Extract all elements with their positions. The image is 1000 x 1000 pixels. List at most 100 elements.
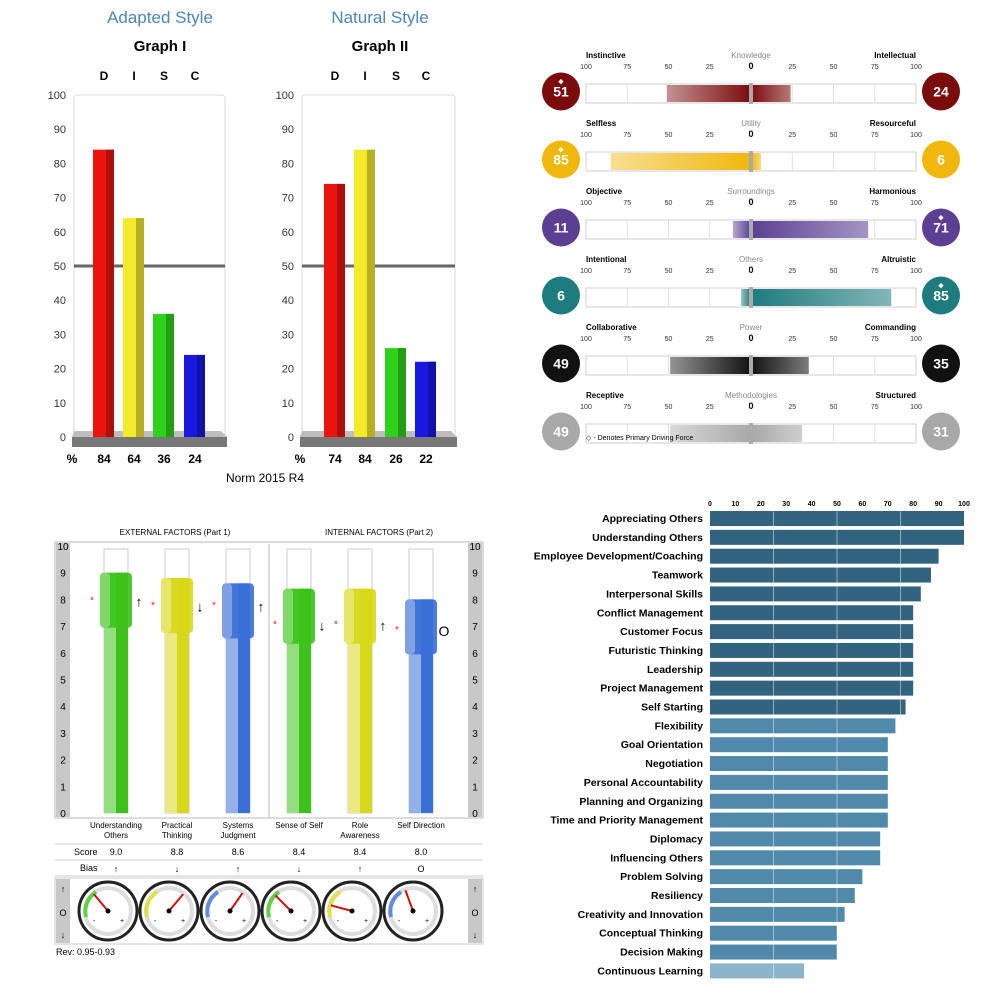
- competency-label: Understanding Others: [592, 532, 703, 544]
- motivator-right-label: Altruistic: [881, 255, 916, 264]
- motivator-tick: 50: [665, 132, 673, 139]
- acumen-red-marker: *: [212, 601, 216, 612]
- motivator-left-label: Intentional: [586, 255, 626, 264]
- motivator-tick: 100: [580, 268, 592, 275]
- dial-scale-label: ↑: [473, 884, 478, 894]
- acumen-bias: ↓: [175, 864, 180, 874]
- acumen-bar: [238, 583, 250, 813]
- motivator-right-bar: [751, 221, 869, 238]
- acumen-bar: [177, 578, 189, 813]
- competency-bar: [710, 831, 881, 847]
- motivator-right-score: 35: [933, 356, 949, 372]
- competency-bar: [710, 869, 863, 885]
- competency-label: Problem Solving: [620, 871, 703, 883]
- disc-y-tick: 70: [282, 193, 294, 205]
- disc-y-tick: 10: [282, 398, 294, 410]
- acumen-right-tick: 7: [472, 622, 478, 633]
- acumen-right-tick: 0: [472, 809, 478, 820]
- dial-minus: -: [398, 918, 401, 925]
- competency-label: Planning and Organizing: [579, 796, 703, 808]
- motivator-tick: 0: [748, 197, 753, 207]
- dial-color-arc: [205, 890, 220, 918]
- motivator-right-label: Resourceful: [870, 119, 916, 128]
- dial-plus: +: [425, 918, 429, 925]
- competency-label: Conflict Management: [597, 607, 704, 619]
- competency-bar: [710, 888, 855, 903]
- motivator-center-marker: [749, 287, 753, 308]
- acumen-bias: ↑: [236, 864, 241, 874]
- motivator-tick: 0: [748, 61, 753, 71]
- motivator-tick: 100: [910, 132, 922, 139]
- motivator-name: Power: [740, 323, 763, 332]
- motivator-tick: 75: [623, 268, 631, 275]
- acumen-category-label: Thinking: [162, 831, 192, 840]
- motivator-left-bar: [741, 289, 751, 306]
- disc-charts: 0102030405060708090100D84I64S36C24%01020…: [48, 69, 457, 466]
- competency-bar: [710, 529, 964, 545]
- dial-hub: [410, 908, 416, 914]
- disc-value-label: 36: [157, 452, 171, 466]
- competency-label: Employee Development/Coaching: [534, 551, 703, 563]
- acumen-left-tick: 8: [60, 595, 66, 606]
- motivator-tick: 50: [830, 404, 838, 411]
- acumen-right-scale: [468, 543, 482, 817]
- disc-value-label: 64: [127, 452, 141, 466]
- motivator-center-marker: [749, 151, 753, 172]
- dial-color-arc: [266, 890, 281, 918]
- disc-y-tick: 90: [282, 124, 294, 136]
- disc-percent-label: %: [295, 452, 306, 466]
- motivator-left-score: 49: [553, 356, 569, 372]
- natural-style-title: Natural Style: [331, 8, 429, 27]
- disc-category-label: I: [363, 69, 366, 83]
- disc-y-tick: 0: [60, 432, 66, 444]
- external-factors-header: EXTERNAL FACTORS (Part 1): [119, 528, 231, 537]
- competency-label: Interpersonal Skills: [606, 588, 703, 600]
- disc-y-tick: 80: [282, 158, 294, 170]
- disc-y-tick: 100: [48, 90, 66, 102]
- acumen-bias-arrow: ↑: [258, 599, 265, 615]
- competency-label: Conceptual Thinking: [599, 928, 703, 940]
- acumen-score: 8.0: [415, 847, 428, 857]
- acumen-bias-arrow: ↑: [380, 617, 387, 633]
- acumen-left-tick: 3: [60, 729, 66, 740]
- acumen-red-marker: *: [334, 619, 338, 630]
- motivator-left-score: 51: [553, 84, 569, 100]
- norm-label: Norm 2015 R4: [225, 471, 305, 485]
- dial-color-arc: [144, 890, 159, 918]
- acumen-right-tick: 8: [472, 595, 478, 606]
- disc-category-label: C: [191, 69, 200, 83]
- motivator-left-circle: [542, 208, 580, 247]
- motivator-tick: 75: [871, 268, 879, 275]
- motivator-left-bar: [670, 357, 751, 374]
- competency-bar: [710, 737, 888, 753]
- motivator-tick: 100: [580, 336, 592, 343]
- disc-bar-side: [136, 218, 144, 437]
- disc-panel: Adapted Style Graph I Natural Style Grap…: [0, 0, 500, 500]
- disc-y-tick: 50: [54, 261, 66, 273]
- motivator-left-circle: [542, 276, 580, 315]
- motivator-tick: 75: [623, 132, 631, 139]
- dial-color-arc: [388, 890, 403, 918]
- disc-y-tick: 40: [54, 295, 66, 307]
- competency-label: Personal Accountability: [584, 777, 703, 789]
- dial-needle: [93, 893, 109, 912]
- motivator-tick: 100: [910, 268, 922, 275]
- acumen-bulge-light: [344, 588, 354, 644]
- competency-bar: [710, 511, 964, 526]
- dial-minus: -: [154, 918, 157, 925]
- primary-driving-force-note: ◇ - Denotes Primary Driving Force: [586, 435, 694, 442]
- acumen-bulge-light: [100, 572, 110, 628]
- disc-value-label: 74: [328, 452, 342, 466]
- motivator-tick: 100: [580, 64, 592, 71]
- competency-bar: [710, 567, 931, 583]
- competency-label: Decision Making: [620, 947, 703, 959]
- acumen-bias: ↑: [114, 864, 119, 874]
- acumen-panel: EXTERNAL FACTORS (Part 1) INTERNAL FACTO…: [0, 500, 500, 1000]
- motivator-right-score: 71: [933, 220, 949, 236]
- competency-x-tick: 60: [859, 501, 867, 508]
- dial-needle: [330, 904, 353, 912]
- competency-x-tick: 80: [909, 501, 917, 508]
- disc-value-label: 84: [97, 452, 111, 466]
- motivator-left-score: 85: [553, 152, 569, 168]
- motivator-left-score: 11: [554, 220, 569, 236]
